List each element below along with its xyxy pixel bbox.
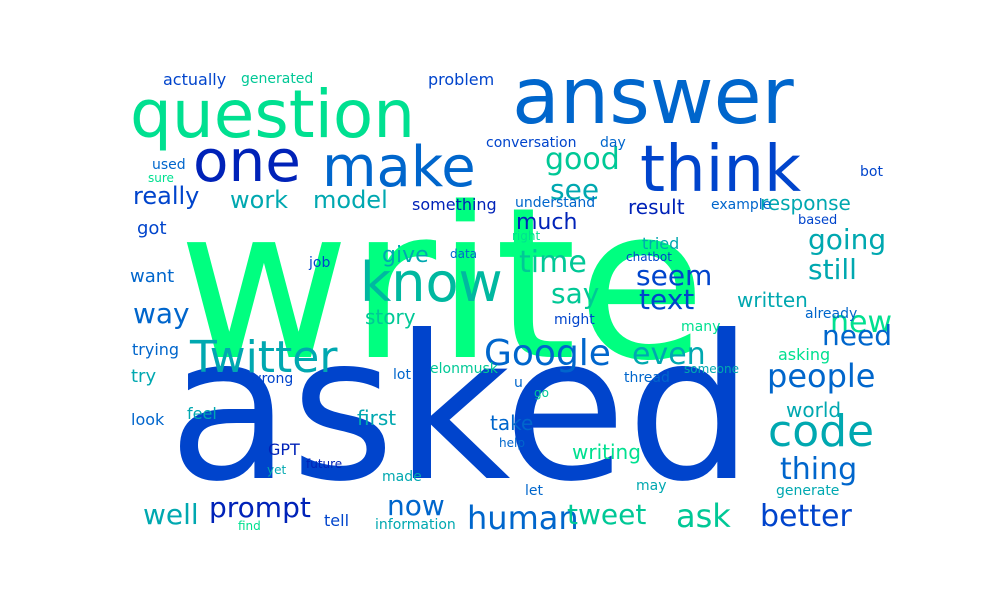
word-thing: thing <box>780 452 858 487</box>
word-used: used <box>152 157 186 173</box>
word-gpt: GPT <box>268 440 300 459</box>
word-many: many <box>681 319 721 335</box>
word-say: say <box>551 277 600 310</box>
word-asking: asking <box>778 345 831 364</box>
word-something: something <box>412 195 497 214</box>
word-one: one <box>193 127 301 195</box>
word-look: look <box>131 410 165 429</box>
word-response: response <box>760 191 851 215</box>
word-yet: yet <box>267 463 287 477</box>
word-might: might <box>554 312 595 328</box>
word-new: new <box>830 305 893 340</box>
word-think: think <box>640 133 802 207</box>
word-world: world <box>786 398 842 422</box>
word-want: want <box>130 266 175 287</box>
word-need: need <box>822 319 892 352</box>
word-going: going <box>808 223 887 256</box>
word-asked: asked <box>168 293 754 526</box>
word-give: give <box>382 243 429 268</box>
word-written: written <box>737 288 808 312</box>
word-ask: ask <box>676 497 731 535</box>
word-bot: bot <box>860 164 883 180</box>
word-write: write <box>178 162 706 407</box>
word-sure: sure <box>148 171 174 185</box>
word-now: now <box>387 489 445 522</box>
word-someone: someone <box>684 362 739 376</box>
word-conversation: conversation <box>486 135 577 151</box>
word-made: made <box>382 469 422 485</box>
word-question: question <box>130 76 416 153</box>
word-good: good <box>545 142 620 177</box>
word-actually: actually <box>163 70 227 89</box>
word-let: let <box>525 483 543 499</box>
word-people: people <box>767 357 876 395</box>
word-way: way <box>133 297 190 330</box>
word-first: first <box>357 406 397 430</box>
word-may: may <box>636 478 667 494</box>
word-prompt: prompt <box>209 491 311 524</box>
word-human: human <box>467 499 579 537</box>
word-go: go <box>534 386 549 400</box>
word-job: job <box>309 255 331 271</box>
word-result: result <box>628 195 685 219</box>
word-problem: problem <box>428 70 495 89</box>
word-already: already <box>805 306 858 322</box>
word-code: code <box>768 406 875 457</box>
word-google: Google <box>484 333 611 374</box>
word-find: find <box>238 519 261 533</box>
word-tell: tell <box>324 511 350 530</box>
word-future: future <box>306 457 343 471</box>
word-much: much <box>516 210 578 235</box>
word-thread: thread <box>624 370 670 386</box>
word-understand: understand <box>515 195 596 211</box>
word-answer: answer <box>512 52 794 142</box>
word-seem: seem <box>636 259 713 292</box>
word-writing: writing <box>572 440 641 464</box>
word-really: really <box>133 182 200 210</box>
word-tweet: tweet <box>567 498 647 531</box>
word-make: make <box>322 135 476 200</box>
word-right: right <box>512 229 541 243</box>
word-example: example <box>711 197 772 213</box>
word-information: information <box>375 517 456 533</box>
word-story: story <box>365 305 416 329</box>
word-tried: tried <box>642 234 680 253</box>
word-day: day <box>600 135 626 151</box>
word-generated: generated <box>241 71 314 87</box>
word-better: better <box>760 499 852 534</box>
word-u: u <box>514 375 523 391</box>
word-know: know <box>360 251 503 314</box>
word-wrong: wrong <box>250 371 294 387</box>
word-elonmusk: elonmusk <box>430 361 498 377</box>
word-see: see <box>550 173 600 206</box>
word-take: take <box>490 411 534 435</box>
word-model: model <box>313 186 388 214</box>
word-text: text <box>639 283 695 316</box>
word-well: well <box>143 498 199 531</box>
word-try: try <box>131 366 157 387</box>
word-help: help <box>499 436 525 450</box>
word-based: based <box>798 213 838 228</box>
word-even: even <box>632 337 706 372</box>
word-still: still <box>808 253 857 286</box>
word-work: work <box>230 186 289 214</box>
word-twitter: Twitter <box>190 332 338 383</box>
word-got: got <box>137 218 167 239</box>
word-feel: feel <box>187 404 217 423</box>
word-trying: trying <box>132 340 180 359</box>
word-lot: lot <box>393 367 411 383</box>
word-generate: generate <box>776 483 840 499</box>
word-chatbot: chatbot <box>626 250 672 264</box>
word-time: time <box>519 245 587 280</box>
word-data: data <box>450 247 478 261</box>
